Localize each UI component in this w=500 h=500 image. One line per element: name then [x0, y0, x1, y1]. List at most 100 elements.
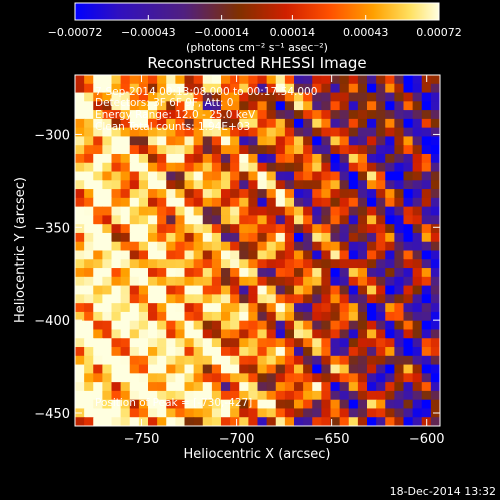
heatmap-cell: [248, 311, 259, 322]
heatmap-cell: [111, 373, 122, 383]
heatmap-cell: [376, 382, 386, 392]
heatmap-cell: [367, 329, 377, 339]
heatmap-cell: [284, 347, 295, 357]
heatmap-cell: [312, 311, 322, 322]
heatmap-cell: [157, 311, 167, 322]
heatmap-cell: [175, 373, 186, 383]
heatmap-cell: [321, 347, 332, 357]
heatmap-cell: [148, 83, 158, 94]
heatmap-cell: [403, 320, 414, 331]
colorbar-tick-label: −0.00014: [194, 26, 249, 39]
heatmap-cell: [202, 189, 213, 199]
heatmap-cell: [157, 355, 167, 366]
heatmap-cell: [284, 171, 295, 181]
heatmap-cell: [430, 118, 440, 129]
heatmap-cell: [148, 136, 158, 146]
heatmap-cell: [412, 232, 423, 243]
heatmap-cell: [339, 75, 350, 85]
heatmap-cell: [230, 110, 240, 120]
heatmap-cell: [157, 215, 167, 225]
heatmap-cell: [230, 259, 240, 269]
heatmap-cell: [111, 206, 122, 217]
heatmap-cell: [239, 390, 249, 401]
heatmap-cell: [257, 303, 268, 313]
heatmap-cell: [148, 118, 158, 129]
heatmap-cell: [193, 75, 204, 85]
heatmap-cell: [312, 355, 322, 366]
heatmap-cell: [75, 399, 85, 410]
heatmap-cell: [138, 118, 149, 129]
heatmap-cell: [284, 373, 295, 383]
heatmap-cell: [421, 83, 432, 94]
heatmap-cell: [421, 206, 432, 217]
heatmap-cell: [412, 320, 423, 331]
heatmap-cell: [367, 347, 377, 357]
heatmap-cell: [120, 364, 131, 374]
heatmap-cell: [239, 285, 249, 295]
heatmap-cell: [157, 250, 167, 260]
heatmap-cell: [93, 382, 103, 392]
heatmap-cell: [312, 136, 322, 146]
heatmap-cell: [367, 75, 377, 85]
heatmap-cell: [257, 364, 268, 374]
heatmap-cell: [376, 83, 386, 94]
heatmap-cell: [303, 347, 313, 357]
heatmap-cell: [157, 259, 167, 269]
heatmap-cell: [403, 101, 414, 111]
heatmap-cell: [166, 417, 176, 426]
heatmap-cell: [403, 153, 414, 164]
heatmap-cell: [266, 189, 277, 199]
heatmap-cell: [148, 285, 158, 295]
heatmap-cell: [193, 180, 204, 190]
heatmap-cell: [184, 92, 195, 102]
heatmap-cell: [257, 162, 268, 173]
heatmap-cell: [148, 153, 158, 164]
heatmap-cell: [367, 285, 377, 295]
heatmap-cell: [111, 232, 122, 243]
heatmap-cell: [102, 241, 113, 252]
heatmap-cell: [303, 118, 313, 129]
heatmap-cell: [385, 408, 395, 418]
heatmap-cell: [93, 259, 103, 269]
heatmap-cell: [275, 390, 286, 401]
heatmap-cell: [403, 250, 414, 260]
heatmap-cell: [248, 285, 259, 295]
heatmap-cell: [357, 311, 368, 322]
heatmap-cell: [93, 417, 103, 426]
heatmap-cell: [294, 171, 304, 181]
heatmap-cell: [421, 180, 432, 190]
heatmap-cell: [148, 75, 158, 85]
heatmap-cell: [230, 338, 240, 348]
heatmap-cell: [330, 189, 341, 199]
heatmap-cell: [129, 241, 140, 252]
heatmap-cell: [184, 232, 195, 243]
heatmap-cell: [193, 347, 204, 357]
heatmap-cell: [184, 259, 195, 269]
heatmap-cell: [412, 276, 423, 287]
heatmap-cell: [394, 206, 405, 217]
heatmap-cell: [357, 189, 368, 199]
heatmap-cell: [403, 110, 414, 120]
heatmap-cell: [184, 145, 195, 155]
heatmap-cell: [157, 285, 167, 295]
heatmap-cell: [394, 276, 405, 287]
heatmap-cell: [257, 382, 268, 392]
heatmap-cell: [221, 171, 231, 181]
heatmap-cell: [84, 355, 94, 366]
heatmap-cell: [166, 347, 176, 357]
heatmap-cell: [403, 127, 414, 138]
heatmap-cell: [312, 232, 322, 243]
heatmap-cell: [357, 399, 368, 410]
heatmap-cell: [376, 294, 386, 304]
heatmap-cell: [303, 171, 313, 181]
heatmap-cell: [148, 206, 158, 217]
heatmap-cell: [412, 162, 423, 173]
heatmap-cell: [193, 320, 204, 331]
heatmap-cell: [394, 294, 405, 304]
heatmap-cell: [221, 311, 231, 322]
heatmap-cell: [294, 276, 304, 287]
heatmap-cell: [211, 408, 222, 418]
heatmap-cell: [120, 382, 131, 392]
heatmap-cell: [312, 347, 322, 357]
heatmap-cell: [330, 110, 341, 120]
